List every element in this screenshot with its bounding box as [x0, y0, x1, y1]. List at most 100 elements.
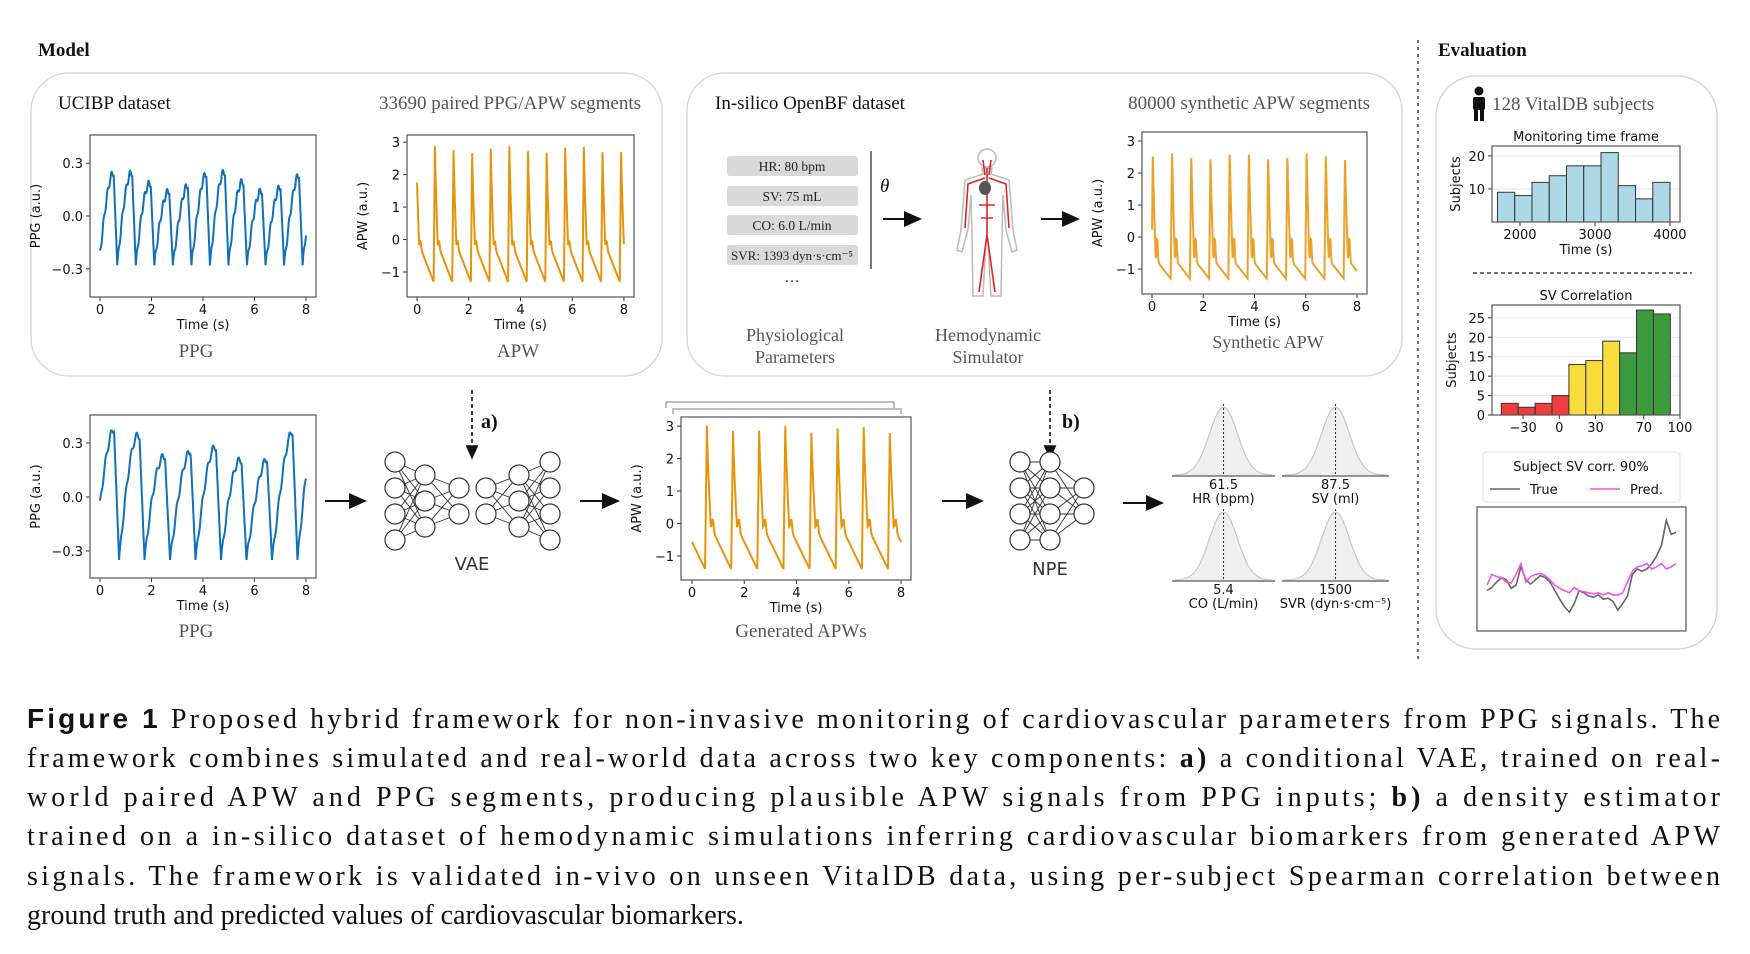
generated-apw-label: Generated APWs — [735, 621, 866, 642]
sim-label-2: Simulator — [953, 347, 1024, 367]
openbf-panel — [686, 72, 1403, 377]
network-node — [1073, 477, 1095, 499]
caption-bold-a: a) — [1180, 743, 1207, 774]
x-tick-label: 2 — [147, 584, 155, 599]
histogram-bar — [1619, 352, 1638, 416]
param-hr: HR: 80 bpm — [759, 159, 826, 174]
plot-frame — [89, 414, 317, 579]
y-tick-label: 2 — [666, 453, 674, 468]
plot-frame — [406, 134, 635, 298]
x-tick-label: 4 — [1250, 300, 1258, 315]
series-line-pred — [1486, 561, 1677, 596]
network-node — [384, 503, 406, 525]
x-tick-label: 0 — [96, 584, 104, 599]
ucibp-title: UCIBP dataset — [58, 93, 171, 114]
y-tick-label: 0.3 — [62, 437, 83, 452]
x-tick-label: 8 — [1353, 300, 1361, 315]
input-ppg-label: PPG — [179, 621, 214, 642]
x-tick-label: 4000 — [1653, 228, 1686, 243]
svg-text:Figure 1 Proposed hybrid frame: Figure 1 Proposed hybrid framework for n… — [27, 703, 1720, 735]
histogram-bar — [1500, 402, 1519, 416]
y-axis-label: PPG (a.u.) — [29, 184, 44, 249]
y-tick-label: −0.3 — [51, 263, 83, 278]
network-node — [384, 477, 406, 499]
x-tick-label: 6 — [845, 586, 853, 601]
histogram-bar — [1531, 181, 1550, 223]
network-node — [414, 464, 436, 486]
svg-text:framework combines simulated a: framework combines simulated and real-wo… — [27, 743, 1720, 774]
x-tick-label: 4 — [199, 303, 207, 318]
y-axis-label: Subjects — [1449, 156, 1464, 212]
waveform-line — [416, 146, 625, 283]
figure-caption: Figure 1 Proposed hybrid framework for n… — [27, 703, 1721, 931]
x-tick-label: 3000 — [1578, 228, 1611, 243]
theta-symbol: θ — [880, 176, 889, 197]
histogram-bar — [1652, 181, 1671, 223]
param-box — [727, 215, 858, 235]
sv-trace-chart: Subject SV corr. 90% True Pred. — [1476, 451, 1687, 632]
histogram-bar — [1585, 360, 1604, 416]
histogram-bar — [1602, 340, 1621, 416]
y-tick-label: 0.0 — [62, 491, 83, 506]
y-tick-label: −1 — [1116, 263, 1135, 278]
y-tick-label: 2 — [1127, 167, 1135, 182]
y-tick-label: 0 — [1477, 409, 1485, 424]
y-tick-label: −1 — [381, 266, 400, 281]
y-axis-label: APW (a.u.) — [1091, 179, 1106, 247]
network-node — [1039, 503, 1061, 525]
waveform-line — [99, 168, 307, 266]
histogram-bar — [1636, 309, 1654, 416]
caption-text: ground truth and predicted values of car… — [27, 900, 744, 931]
ucibp-apw-label: APW — [497, 341, 539, 362]
posterior-distributions: 61.5HR (bpm) 87.5SV (ml) 5.4CO (L/min) 1500… — [1171, 404, 1391, 612]
x-tick-label: 70 — [1636, 421, 1653, 436]
x-tick-label: 4 — [199, 584, 207, 599]
svg-text:ground truth and predicted val: ground truth and predicted values of car… — [27, 900, 744, 931]
network-node — [1009, 529, 1031, 551]
stacked-frame — [665, 401, 895, 408]
network-node — [1039, 477, 1061, 499]
npe-network-icon — [1009, 451, 1095, 551]
y-axis-label: APW (a.u.) — [356, 182, 371, 250]
caption-text: framework combines simulated and real-wo… — [27, 743, 1177, 774]
network-node — [539, 503, 561, 525]
density-label: HR (bpm) — [1192, 492, 1254, 507]
x-axis-label: Time (s) — [769, 601, 823, 616]
y-tick-label: 10 — [1468, 183, 1485, 198]
x-tick-label: 0 — [1555, 421, 1563, 436]
y-tick-label: 10 — [1468, 370, 1485, 385]
network-node — [539, 451, 561, 473]
density-value: 61.5 — [1209, 478, 1238, 493]
legend-title: Subject SV corr. 90% — [1513, 460, 1649, 475]
y-tick-label: 3 — [1127, 135, 1135, 150]
legend-box — [1482, 451, 1681, 503]
generated-apw-chart: 0 2 4 6 8 3 2 1 0 −1 Time (s) APW (a.u.) — [630, 416, 912, 616]
x-axis-label: Time (s) — [1227, 315, 1281, 330]
network-node — [508, 464, 530, 486]
legend-entry: True — [1529, 483, 1558, 498]
y-tick-label: 0 — [666, 518, 674, 533]
y-tick-label: 3 — [392, 136, 400, 151]
parameter-list: HR: 80 bpm SV: 75 mL CO: 6.0 L/min SVR: … — [727, 156, 858, 286]
plot-frame — [1491, 304, 1681, 416]
y-axis-label: Subjects — [1445, 332, 1460, 388]
network-node — [414, 490, 436, 512]
density-label: CO (L/min) — [1189, 597, 1259, 612]
evaluation-panel — [1435, 75, 1718, 650]
histogram-bar — [1600, 152, 1619, 223]
density-label: SV (ml) — [1312, 492, 1360, 507]
plot-frame — [1141, 131, 1368, 295]
input-ppg-chart: 0 2 4 6 8 0.3 0.0 −0.3 Time (s) PPG (a.u.) — [29, 414, 317, 614]
ucibp-ppg-chart: 0 2 4 6 8 0.3 0.0 −0.3 Time (s) PPG (a.u.) — [29, 134, 317, 333]
y-tick-label: 5 — [1477, 390, 1485, 405]
ucibp-ppg-label: PPG — [179, 341, 214, 362]
caption-bold-b: b) — [1391, 782, 1420, 813]
vae-network-icon — [384, 451, 561, 551]
label-b: b) — [1062, 411, 1080, 433]
vitaldb-subjects: 128 VitalDB subjects — [1492, 94, 1654, 115]
x-tick-label: 8 — [897, 586, 905, 601]
caption-text: a conditional VAE, trained on real- — [1210, 743, 1720, 774]
x-axis-label: Time (s) — [493, 318, 547, 333]
x-tick-label: 100 — [1668, 421, 1693, 436]
